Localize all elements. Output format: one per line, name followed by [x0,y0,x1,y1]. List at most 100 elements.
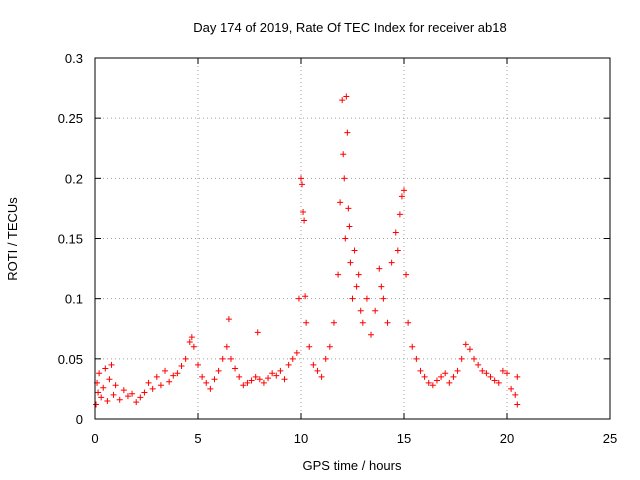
x-tick-label: 0 [91,431,98,446]
data-point [299,181,306,188]
data-point [225,316,232,323]
data-point [413,355,420,362]
data-point [289,355,296,362]
data-point [302,293,309,300]
data-point [303,319,310,326]
data-point [112,382,119,389]
data-point [306,343,313,350]
data-point [347,259,354,266]
data-point [322,355,329,362]
data-point [108,361,115,368]
data-point [372,307,379,314]
data-point [260,379,267,386]
data-point [394,247,401,254]
data-point [269,370,276,377]
data-point [417,367,424,374]
data-point [403,271,410,278]
data-point [298,175,304,182]
y-tick-label: 0.15 [58,232,83,247]
data-point [244,379,251,386]
data-point [137,394,144,401]
data-point [106,376,113,383]
data-point [349,295,356,302]
data-point [359,319,366,326]
data-point [514,401,521,408]
data-point [343,93,350,100]
data-point [487,373,494,380]
data-point [438,373,445,380]
data-point [335,271,342,278]
data-point [186,338,193,345]
data-point [157,382,164,389]
data-point [345,205,352,212]
data-point [337,199,344,206]
data-point [300,209,307,216]
data-point [508,385,515,392]
data-point [318,373,325,380]
y-tick-label: 0.3 [65,51,83,66]
data-point [211,376,218,383]
data-point [236,373,243,380]
data-point [401,187,407,194]
data-point [93,401,100,408]
data-point [344,129,351,136]
data-point [450,373,457,380]
x-tick-label: 25 [603,431,617,446]
data-point [120,387,127,394]
data-point [227,355,234,362]
data-point [203,379,210,386]
y-tick-label: 0.05 [58,352,83,367]
data-point [190,343,197,350]
x-tick-label: 20 [500,431,514,446]
data-point [368,331,375,338]
data-point [355,271,362,278]
x-tick-label: 5 [194,431,201,446]
data-point [495,379,502,386]
data-point [277,367,284,374]
data-point [433,377,440,384]
data-point [149,385,156,392]
data-point [129,390,136,397]
data-point [479,367,486,374]
data-point [166,378,173,385]
data-point [240,382,247,389]
data-point [133,399,140,406]
y-tick-label: 0.25 [58,111,83,126]
data-point [409,343,416,350]
data-point [98,394,105,401]
data-point [425,379,432,386]
data-point [405,319,412,326]
data-point [162,367,169,374]
y-tick-label: 0.2 [65,171,83,186]
axes: 0 5 10 15 20 25 0 0.05 0.1 0.15 0.2 0.25 0.3 [58,51,618,446]
data-point [254,329,261,336]
data-point [421,373,428,380]
x-tick-label: 10 [294,431,308,446]
data-point [330,319,337,326]
data-point [145,379,152,386]
data-point [499,367,506,374]
data-point [340,151,347,158]
data-point [353,283,360,290]
data-point [124,393,131,400]
data-point [491,377,498,384]
x-tick-label: 15 [397,431,411,446]
data-point [378,283,385,290]
data-point [471,355,478,362]
data-point [178,363,185,370]
data-point [376,265,383,272]
data-point [285,361,292,368]
data-point [326,343,333,350]
y-tick-label: 0 [76,412,83,427]
data-point [458,355,465,362]
data-point [310,361,317,368]
data-point [380,295,387,302]
data-point [207,385,214,392]
data-point [454,367,461,374]
chart-title: Day 174 of 2019, Rate Of TEC Index for r… [193,20,506,35]
data-point [170,372,177,379]
data-point [232,365,239,372]
data-point [252,373,259,380]
data-point [174,370,181,377]
